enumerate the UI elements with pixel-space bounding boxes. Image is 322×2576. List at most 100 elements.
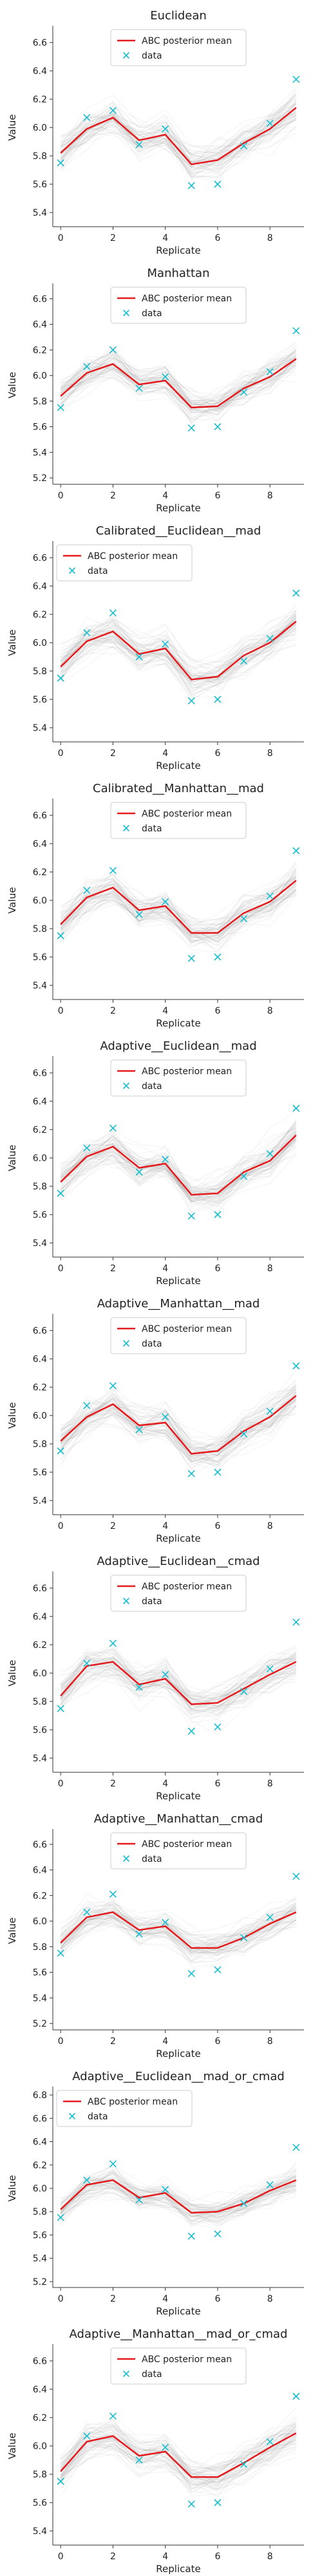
data-point-marker [240,388,248,396]
y-tick-label: 5.4 [33,1238,47,1249]
posterior-sample-line [60,1139,297,1199]
y-tick-label: 6.6 [33,553,47,564]
posterior-sample-line [60,1398,297,1466]
data-point-marker [135,384,143,392]
posterior-sample-line [60,2441,296,2493]
posterior-sample-line [60,1395,296,1463]
data-point-marker [266,1913,274,1921]
posterior-sample-line [61,119,297,170]
posterior-sample-line [60,111,297,169]
x-tick-label: 2 [110,1264,116,1274]
legend: ABC posterior mean data [110,1059,247,1097]
posterior-sample-line [60,889,297,943]
posterior-samples [60,1643,297,1736]
posterior-sample-line [60,1648,296,1710]
posterior-sample-line [60,1399,297,1457]
posterior-sample-line [60,2189,296,2223]
posterior-sample-line [60,2432,297,2481]
x-axis-label: Replicate [156,2048,200,2060]
posterior-sample-line [60,2164,297,2211]
posterior-sample-line [60,1647,296,1700]
x-axis-label: Replicate [156,1533,200,1544]
posterior-sample-line [60,605,297,679]
y-tick-label: 5.6 [33,1468,47,1478]
posterior-sample-line [60,1386,297,1450]
posterior-sample-line [60,2179,296,2218]
posterior-sample-line [60,878,297,943]
legend: ABC posterior mean data [110,1832,247,1870]
posterior-sample-line [60,2187,296,2224]
y-tick-label: 6.0 [33,1411,47,1421]
posterior-sample-line [60,887,297,952]
x-axis-label: Replicate [156,2306,200,2317]
posterior-sample-line [60,2188,296,2223]
posterior-sample-line [60,103,297,153]
chart-title: Adaptive__Manhattan__cmad [94,1812,263,1826]
posterior-sample-line [60,118,297,180]
posterior-sample-line [60,1140,297,1198]
posterior-sample-line [60,621,297,694]
posterior-sample-line [60,639,296,696]
y-tick-label: 6.2 [33,95,47,105]
posterior-sample-line [60,861,297,938]
posterior-sample-line [60,1900,297,1947]
posterior-sample-line [61,1649,296,1698]
data-point-marker [162,640,169,648]
posterior-sample-line [60,1139,297,1202]
posterior-sample-line [60,1899,297,1942]
posterior-sample-line [60,2421,297,2472]
posterior-sample-line [60,2428,297,2478]
posterior-sample-line [60,1137,297,1200]
posterior-sample-line [60,108,297,182]
posterior-sample-line [60,629,296,683]
y-tick-label: 5.8 [33,2207,47,2217]
posterior-sample-line [60,1386,296,1449]
chart-panel: Adaptive__Manhattan__mad_or_cmad 5.4 5.6 5.… [6,2327,304,2575]
y-axis-label: Value [6,1660,18,1686]
posterior-sample-line [60,351,297,405]
y-tick-label: 5.4 [33,1993,47,2003]
y-tick-label: 6.6 [33,1068,47,1079]
legend-swatch-marker [122,2370,130,2378]
posterior-sample-line [60,2437,297,2489]
posterior-sample-line [60,1397,297,1463]
posterior-mean-line [60,2432,297,2478]
legend-label: data [142,308,162,319]
data-point-marker [266,2181,274,2189]
legend-frame [56,544,193,582]
posterior-sample-line [60,112,297,166]
posterior-sample-line [60,119,297,169]
posterior-sample-line [60,1893,296,1937]
posterior-sample-line [60,1128,297,1182]
posterior-sample-line [60,1649,296,1706]
posterior-sample-line [60,2448,296,2487]
posterior-sample-line [60,94,297,154]
posterior-sample-line [60,2434,297,2490]
y-tick-label: 6.2 [33,2413,47,2423]
data-point-marker [109,2412,117,2420]
data-point-marker [109,346,117,354]
posterior-sample-line [60,1387,297,1456]
data-point-marker [135,140,143,148]
posterior-sample-line [60,2426,296,2483]
posterior-sample-line [60,2177,296,2225]
y-tick-label: 5.8 [33,1182,47,1192]
posterior-sample-line [60,616,297,684]
posterior-sample-line [60,2179,297,2220]
y-tick-label: 5.8 [33,1439,47,1450]
posterior-sample-line [61,1130,297,1206]
posterior-sample-line [60,2407,297,2470]
posterior-sample-line [60,2436,296,2485]
data-point-marker [162,1155,169,1163]
x-axis-label: Replicate [156,245,200,256]
data-point-marker [83,1660,91,1667]
posterior-sample-line [60,1388,297,1454]
data-point-marker [109,609,117,617]
posterior-sample-line [60,1653,296,1705]
posterior-sample-line [60,610,296,672]
posterior-sample-line [60,1648,297,1705]
posterior-sample-line [60,610,297,672]
posterior-sample-line [60,1662,297,1718]
posterior-sample-line [60,1412,297,1472]
posterior-sample-line [60,1667,296,1716]
